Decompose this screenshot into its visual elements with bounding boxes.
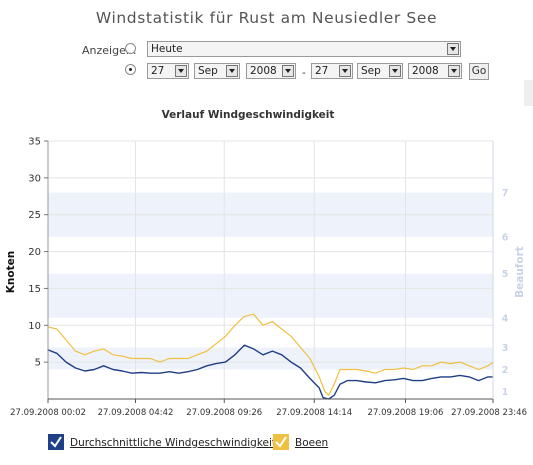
series-line-gusts bbox=[47, 313, 494, 396]
series-line-average bbox=[47, 344, 494, 400]
from-day-select[interactable]: 27 bbox=[147, 63, 189, 79]
chevron-down-icon bbox=[447, 43, 459, 55]
side-scroll-tab[interactable] bbox=[524, 80, 533, 106]
to-year-select[interactable]: 2008 bbox=[408, 63, 462, 79]
chevron-down-icon bbox=[339, 65, 351, 77]
from-year-value: 2008 bbox=[250, 65, 277, 77]
y-axis-label: Knoten bbox=[5, 251, 17, 293]
from-day-value: 27 bbox=[151, 65, 165, 77]
radio-preset[interactable] bbox=[125, 43, 136, 54]
beaufort-tick-label-2: 3 bbox=[502, 343, 509, 354]
preset-select-value: Heute bbox=[151, 43, 183, 55]
y-tick-label-4: 25 bbox=[28, 210, 41, 221]
x-tick-label-5: 27.09.2008 23:46 bbox=[451, 408, 527, 418]
check-icon bbox=[275, 436, 287, 448]
beaufort-axis-label: Beaufort bbox=[514, 246, 526, 298]
from-month-select[interactable]: Sep bbox=[194, 63, 240, 79]
y-tick-label-5: 30 bbox=[28, 173, 41, 184]
y-tick-label-6: 35 bbox=[28, 137, 41, 148]
check-icon bbox=[50, 436, 62, 448]
chart-title: Verlauf Windgeschwindigkeit bbox=[162, 109, 335, 121]
page-title: Windstatistik für Rust am Neusiedler See bbox=[95, 9, 438, 27]
y-tick-label-0: 5 bbox=[35, 358, 41, 369]
x-tick-label-0: 27.09.2008 00:02 bbox=[10, 408, 86, 418]
legend-label-average[interactable]: Durchschnittliche Windgeschwindigkeit bbox=[70, 437, 277, 449]
legend-label-gusts[interactable]: Boeen bbox=[295, 437, 329, 449]
to-year-value: 2008 bbox=[412, 65, 439, 77]
x-tick-label-4: 27.09.2008 19:06 bbox=[368, 408, 444, 418]
x-tick-label-2: 27.09.2008 09:26 bbox=[186, 408, 262, 418]
preset-select[interactable]: Heute bbox=[147, 41, 461, 57]
to-day-value: 27 bbox=[315, 65, 329, 77]
from-month-value: Sep bbox=[198, 65, 218, 77]
x-tick-label-1: 27.09.2008 04:42 bbox=[98, 408, 174, 418]
chevron-down-icon bbox=[282, 65, 294, 77]
legend-swatch-average bbox=[48, 434, 64, 450]
chevron-down-icon bbox=[175, 65, 187, 77]
show-label: Anzeigen: bbox=[82, 44, 137, 57]
radio-selected-dot bbox=[129, 68, 132, 71]
beaufort-tick-label-4: 5 bbox=[502, 269, 509, 280]
to-day-select[interactable]: 27 bbox=[311, 63, 353, 79]
x-tick-label-3: 27.09.2008 14:14 bbox=[276, 408, 352, 418]
to-month-value: Sep bbox=[361, 65, 381, 77]
beaufort-tick-label-3: 4 bbox=[502, 313, 509, 324]
range-separator: - bbox=[302, 66, 306, 79]
chevron-down-icon bbox=[448, 65, 460, 77]
beaufort-tick-label-1: 2 bbox=[502, 365, 509, 376]
from-year-select[interactable]: 2008 bbox=[246, 63, 296, 79]
y-tick-label-3: 20 bbox=[28, 247, 41, 258]
beaufort-tick-label-0: 1 bbox=[502, 387, 509, 398]
wind-chart: Verlauf Windgeschwindigkeit Knoten Beauf… bbox=[5, 109, 527, 418]
beaufort-band-0 bbox=[48, 347, 493, 370]
to-month-select[interactable]: Sep bbox=[357, 63, 403, 79]
y-tick-label-1: 10 bbox=[28, 321, 41, 332]
chevron-down-icon bbox=[226, 65, 238, 77]
beaufort-tick-label-5: 6 bbox=[502, 232, 509, 243]
go-button[interactable]: Go bbox=[469, 63, 489, 80]
beaufort-band-1 bbox=[48, 273, 493, 318]
radio-date-range[interactable] bbox=[125, 64, 136, 75]
beaufort-tick-label-6: 7 bbox=[502, 188, 509, 199]
legend-swatch-gusts bbox=[273, 434, 289, 450]
chevron-down-icon bbox=[389, 65, 401, 77]
y-tick-label-2: 15 bbox=[28, 284, 41, 295]
